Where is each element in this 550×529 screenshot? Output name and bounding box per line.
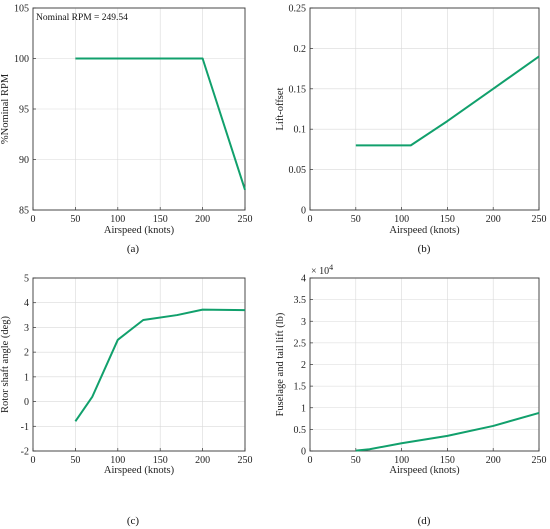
y-tick-label: 0.5 — [294, 425, 307, 436]
chart-panel-3: 0 50 100 150 200 250 -2 -1 0 1 2 3 4 5 Airspeed (knots… — [0, 274, 253, 528]
y-axis-label: Rotor shaft angle (deg) — [0, 315, 11, 413]
y-tick-label: 90 — [19, 155, 29, 166]
x-tick-label: 50 — [351, 214, 361, 225]
series-line — [74, 308, 246, 422]
y-tick-label: 1 — [24, 372, 29, 383]
chart-panel-4: 0 50 100 150 200 250 0 0.5 1 1.5 2 2.5 3 3.5 4 Airspeed… — [275, 263, 547, 527]
y-tick-label: 2.5 — [294, 338, 307, 349]
panel-caption: (a) — [127, 243, 140, 255]
x-axis-label: Airspeed (knots) — [389, 465, 460, 476]
y-tick-label: 4 — [301, 274, 306, 285]
y-tick-label: 95 — [19, 105, 29, 116]
y-tick-label: 0.25 — [289, 4, 307, 15]
y-tick-label: 3 — [301, 317, 306, 328]
y-tick-label: 3.5 — [294, 295, 307, 306]
y-tick-label: 85 — [19, 206, 29, 217]
y-exponent-base: × 10 — [311, 266, 329, 277]
y-exponent-power: 4 — [329, 263, 333, 272]
y-tick-label: 0.15 — [289, 84, 307, 95]
panel-caption: (b) — [418, 243, 431, 255]
x-tick-label: 250 — [532, 455, 547, 466]
y-tick-label: 105 — [14, 4, 29, 15]
x-tick-label: 200 — [195, 214, 210, 225]
x-tick-label: 200 — [195, 455, 210, 466]
x-tick-label: 200 — [486, 455, 501, 466]
axes-border — [32, 7, 246, 211]
x-tick-label: 0 — [308, 455, 313, 466]
y-tick-label: 1.5 — [294, 382, 307, 393]
x-tick-label: 50 — [70, 214, 80, 225]
y-tick-label: -2 — [21, 447, 29, 458]
y-tick-label: 2 — [24, 348, 29, 359]
x-tick-label: 250 — [238, 214, 253, 225]
series-line — [355, 411, 540, 452]
series-line — [75, 57, 246, 191]
chart-panel-2: 0 50 100 150 200 250 0 0.05 0.1 0.15 0.2 0.25 Airspe… — [275, 4, 547, 256]
y-tick-label: 0.2 — [294, 44, 307, 55]
x-tick-label: 150 — [440, 214, 455, 225]
x-tick-label: 0 — [31, 455, 36, 466]
x-tick-label: 150 — [153, 455, 168, 466]
y-tick-label: 0 — [301, 206, 306, 217]
panel-caption: (d) — [418, 515, 431, 527]
x-tick-label: 100 — [394, 455, 409, 466]
y-axis-label: Lift-offset — [275, 87, 286, 130]
axes-frame — [32, 277, 246, 452]
x-tick-label: 200 — [486, 214, 501, 225]
x-tick-label: 150 — [153, 214, 168, 225]
annotation-text: Nominal RPM = 249.54 — [36, 13, 128, 23]
x-tick-label: 50 — [351, 455, 361, 466]
x-tick-label: 150 — [440, 455, 455, 466]
axes-border — [309, 7, 540, 211]
chart-panel-1: 0 50 100 150 200 250 85 90 95 100 105 Airspeed (kno… — [0, 4, 253, 256]
y-exponent-label: × 104 — [311, 263, 333, 277]
y-tick-label: 0 — [24, 397, 29, 408]
x-tick-label: 50 — [70, 455, 80, 466]
y-tick-label: 0.05 — [289, 165, 307, 176]
panel-caption: (c) — [127, 515, 140, 527]
y-tick-label: 1 — [301, 403, 306, 414]
y-tick-label: 100 — [14, 54, 29, 65]
y-tick-label: 2 — [301, 360, 306, 371]
x-tick-label: 100 — [110, 455, 125, 466]
y-tick-label: 3 — [24, 323, 29, 334]
y-axis-label: %Nominal RPM — [0, 73, 11, 144]
x-tick-label: 250 — [532, 214, 547, 225]
axes-border — [309, 277, 540, 452]
axes-frame — [309, 7, 540, 211]
x-axis-label: Airspeed (knots) — [104, 225, 175, 236]
x-tick-label: 250 — [238, 455, 253, 466]
y-tick-label: 0 — [301, 447, 306, 458]
series-line — [355, 55, 540, 147]
y-tick-label: 4 — [24, 298, 29, 309]
x-tick-label: 0 — [31, 214, 36, 225]
x-axis-label: Airspeed (knots) — [389, 225, 460, 236]
y-tick-label: 5 — [24, 274, 29, 285]
y-tick-label: -1 — [21, 422, 29, 433]
x-tick-label: 0 — [308, 214, 313, 225]
y-axis-label: Fuselage and tail lift (lb) — [275, 312, 286, 416]
x-tick-label: 100 — [110, 214, 125, 225]
y-tick-label: 0.1 — [294, 125, 307, 136]
axes-border — [32, 277, 246, 452]
x-axis-label: Airspeed (knots) — [104, 465, 175, 476]
x-tick-label: 100 — [394, 214, 409, 225]
